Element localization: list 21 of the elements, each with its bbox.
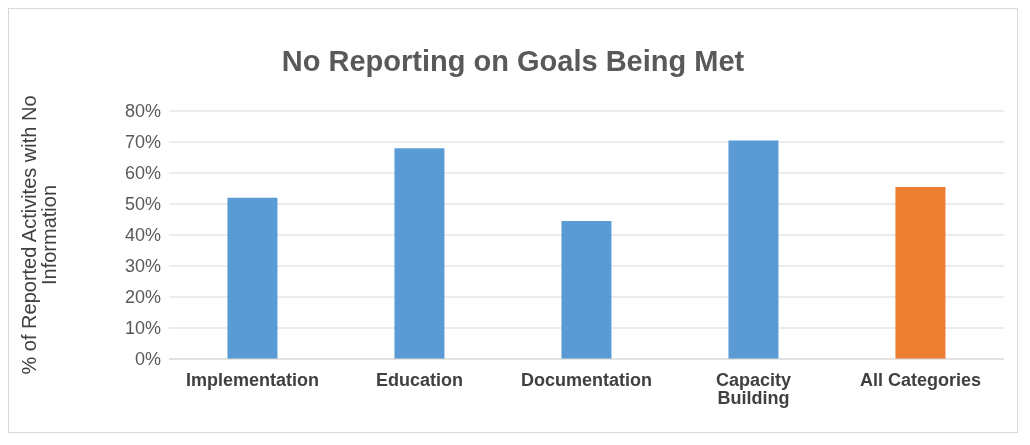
y-tick-label: 40% (124, 225, 161, 246)
y-tick-label: 70% (124, 132, 161, 153)
x-tick-label: All Categories (859, 369, 982, 390)
bar (561, 221, 612, 359)
bar (895, 186, 946, 359)
y-tick-label: 60% (124, 163, 161, 184)
bar (728, 140, 779, 359)
y-tick-label: 10% (124, 318, 161, 339)
y-tick-label: 80% (124, 101, 161, 122)
y-tick-label: 0% (134, 349, 161, 370)
x-tick-label: Documentation (520, 369, 653, 390)
chart-title: No Reporting on Goals Being Met (280, 45, 746, 78)
x-tick-label: Capacity Building (715, 369, 792, 408)
x-tick-label: Implementation (185, 369, 320, 390)
y-axis-title: % of Reported Activites with No Information (18, 95, 61, 375)
x-tick-label: Education (375, 369, 464, 390)
y-tick-label: 20% (124, 287, 161, 308)
y-tick-label: 50% (124, 194, 161, 215)
y-tick-label: 30% (124, 256, 161, 277)
bar (227, 197, 278, 359)
bar (394, 148, 445, 359)
